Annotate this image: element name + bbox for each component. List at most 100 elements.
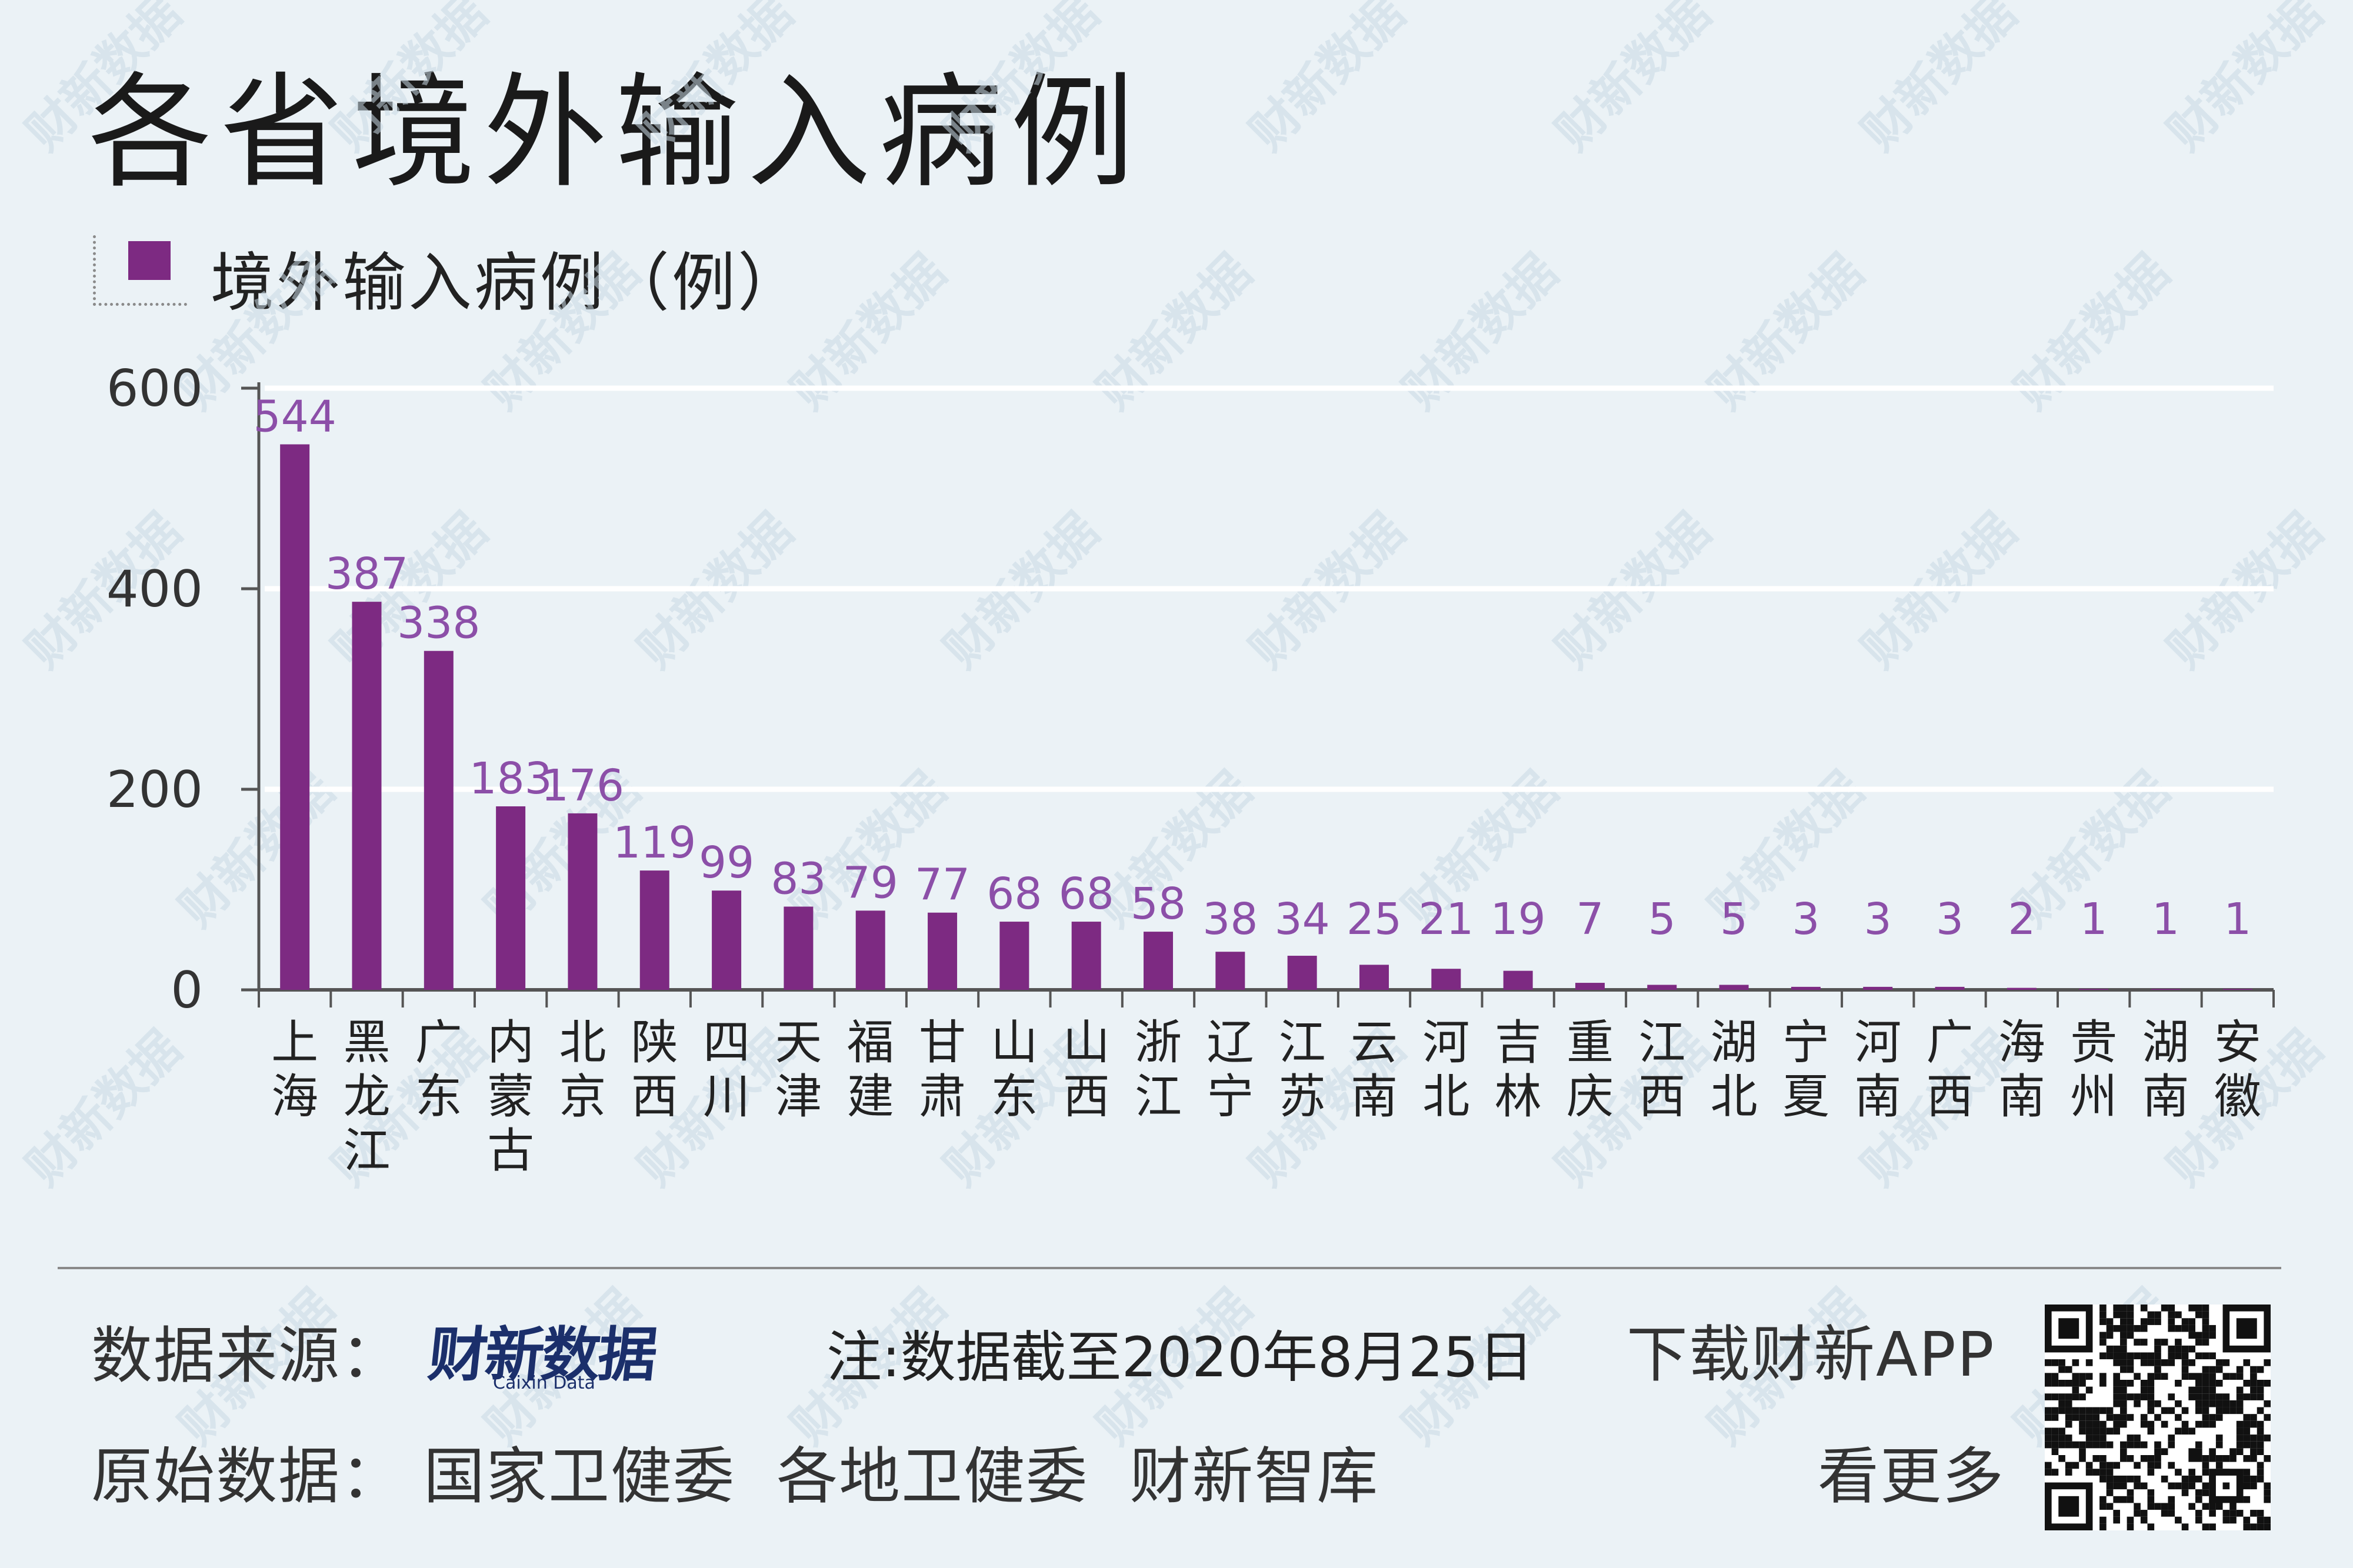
x-tick-label: 广东 [415, 1015, 462, 1124]
x-tick-label: 重庆 [1567, 1015, 1614, 1124]
grid-lines [265, 385, 2274, 792]
data-label: 3 [1936, 894, 1964, 945]
data-label: 2 [2008, 894, 2035, 945]
data-label: 34 [1275, 894, 1330, 945]
data-label: 79 [843, 858, 898, 908]
legend-label: 境外输入病例（例） [211, 246, 804, 320]
bar [2079, 989, 2109, 990]
y-tick-labels: 0 200 400 600 [106, 359, 203, 1020]
data-label: 25 [1347, 894, 1402, 945]
bar [496, 806, 526, 990]
bar [1503, 970, 1533, 990]
bar [1287, 956, 1317, 990]
data-label: 77 [915, 860, 970, 910]
caixin-logo-subtext: Caixin Data [493, 1373, 595, 1393]
caixin-data-logo: 财新数据 Caixin Data [425, 1307, 665, 1395]
date-note: 注:数据截至2020年8月25日 [826, 1326, 1534, 1390]
data-label: 19 [1491, 894, 1546, 945]
y-tick-label: 600 [106, 359, 203, 418]
bar [1359, 965, 1389, 990]
x-tick-label: 湖北 [1711, 1015, 1758, 1124]
watermark-text: 财新数据 [934, 0, 1109, 161]
origin-sources: 国家卫健委 各地卫健委 财新智库 [424, 1440, 1379, 1512]
x-tick-label: 江苏 [1279, 1015, 1326, 1124]
data-label: 68 [1059, 869, 1114, 919]
x-tick-label: 河南 [1854, 1015, 1901, 1124]
data-label: 119 [613, 818, 696, 868]
data-label: 1 [2080, 894, 2108, 945]
data-label: 1 [2152, 894, 2179, 945]
data-label: 7 [1576, 894, 1604, 945]
x-tick-label: 安徽 [2214, 1015, 2261, 1124]
x-tick-label: 陕西 [631, 1015, 678, 1124]
watermark-text: 财新数据 [1086, 244, 1262, 420]
download-app-text: 下载财新APP [1627, 1319, 1995, 1390]
bar [1215, 952, 1245, 990]
data-label: 183 [469, 753, 552, 804]
data-label: 83 [771, 853, 826, 904]
x-tick-label: 上海 [271, 1015, 318, 1124]
chart-legend: 境外输入病例（例） [93, 235, 858, 320]
x-tick-label: 山东 [991, 1015, 1038, 1124]
bar [1071, 922, 1101, 990]
x-tick-label: 福建 [847, 1015, 894, 1124]
x-tick-label: 贵州 [2070, 1015, 2117, 1124]
see-more-text: 看更多 [1818, 1440, 2005, 1512]
data-label: 338 [397, 598, 480, 649]
footer-divider [58, 1267, 2281, 1269]
source-label: 数据来源： [91, 1320, 404, 1392]
qr-code-icon[interactable] [2045, 1305, 2271, 1530]
bar [568, 813, 598, 990]
data-label: 5 [1720, 894, 1748, 945]
data-label: 3 [1864, 894, 1892, 945]
data-label: 176 [541, 760, 624, 811]
x-tick-label: 江西 [1638, 1015, 1685, 1124]
watermark-text: 财新数据 [16, 1020, 192, 1196]
page-title: 各省境外输入病例 [88, 61, 1143, 205]
data-label: 1 [2224, 894, 2251, 945]
watermark-text: 财新数据 [1851, 0, 2027, 161]
data-label: 38 [1202, 894, 1258, 945]
bar [352, 602, 382, 990]
watermark-text: 财新数据 [322, 0, 498, 161]
bar [784, 906, 814, 990]
watermark-text: 财新数据 [1545, 0, 1721, 161]
bar [1935, 986, 1965, 990]
x-tick-label: 河北 [1422, 1015, 1469, 1124]
x-tick-label: 内蒙古 [487, 1015, 534, 1178]
bar [1144, 932, 1174, 990]
watermark-text: 财新数据 [16, 0, 192, 161]
bars [280, 444, 2252, 990]
origin-label: 原始数据： [91, 1440, 404, 1512]
bar [1863, 986, 1893, 990]
data-label: 387 [325, 549, 408, 599]
x-tick-label: 云南 [1351, 1015, 1398, 1124]
x-tick-label: 吉林 [1495, 1015, 1542, 1124]
bar [855, 910, 885, 990]
bar [1791, 986, 1821, 990]
bar [2222, 989, 2252, 990]
x-tick-label: 黑龙江 [343, 1015, 390, 1178]
watermark-text: 财新数据 [1239, 0, 1415, 161]
bar [639, 870, 669, 990]
x-tick-label: 广西 [1927, 1015, 1974, 1124]
data-label: 21 [1418, 894, 1474, 945]
bar [1719, 985, 1749, 990]
x-tick-label: 天津 [775, 1015, 822, 1124]
x-tick-label: 海南 [1998, 1015, 2045, 1124]
watermark-text: 财新数据 [475, 244, 651, 420]
x-tick-label: 浙江 [1135, 1015, 1182, 1124]
data-label: 3 [1792, 894, 1819, 945]
watermark-text: 财新数据 [2004, 244, 2180, 420]
x-tick-label: 甘肃 [919, 1015, 966, 1124]
x-tick-labels: 上海黑龙江广东内蒙古北京陕西四川天津福建甘肃山东山西浙江辽宁江苏云南河北吉林重庆… [271, 1015, 2261, 1178]
bar [1575, 983, 1605, 990]
legend-swatch [128, 241, 171, 280]
bar [2151, 989, 2181, 990]
bar [1647, 985, 1677, 990]
bar [1431, 969, 1461, 990]
data-label: 58 [1131, 879, 1186, 929]
